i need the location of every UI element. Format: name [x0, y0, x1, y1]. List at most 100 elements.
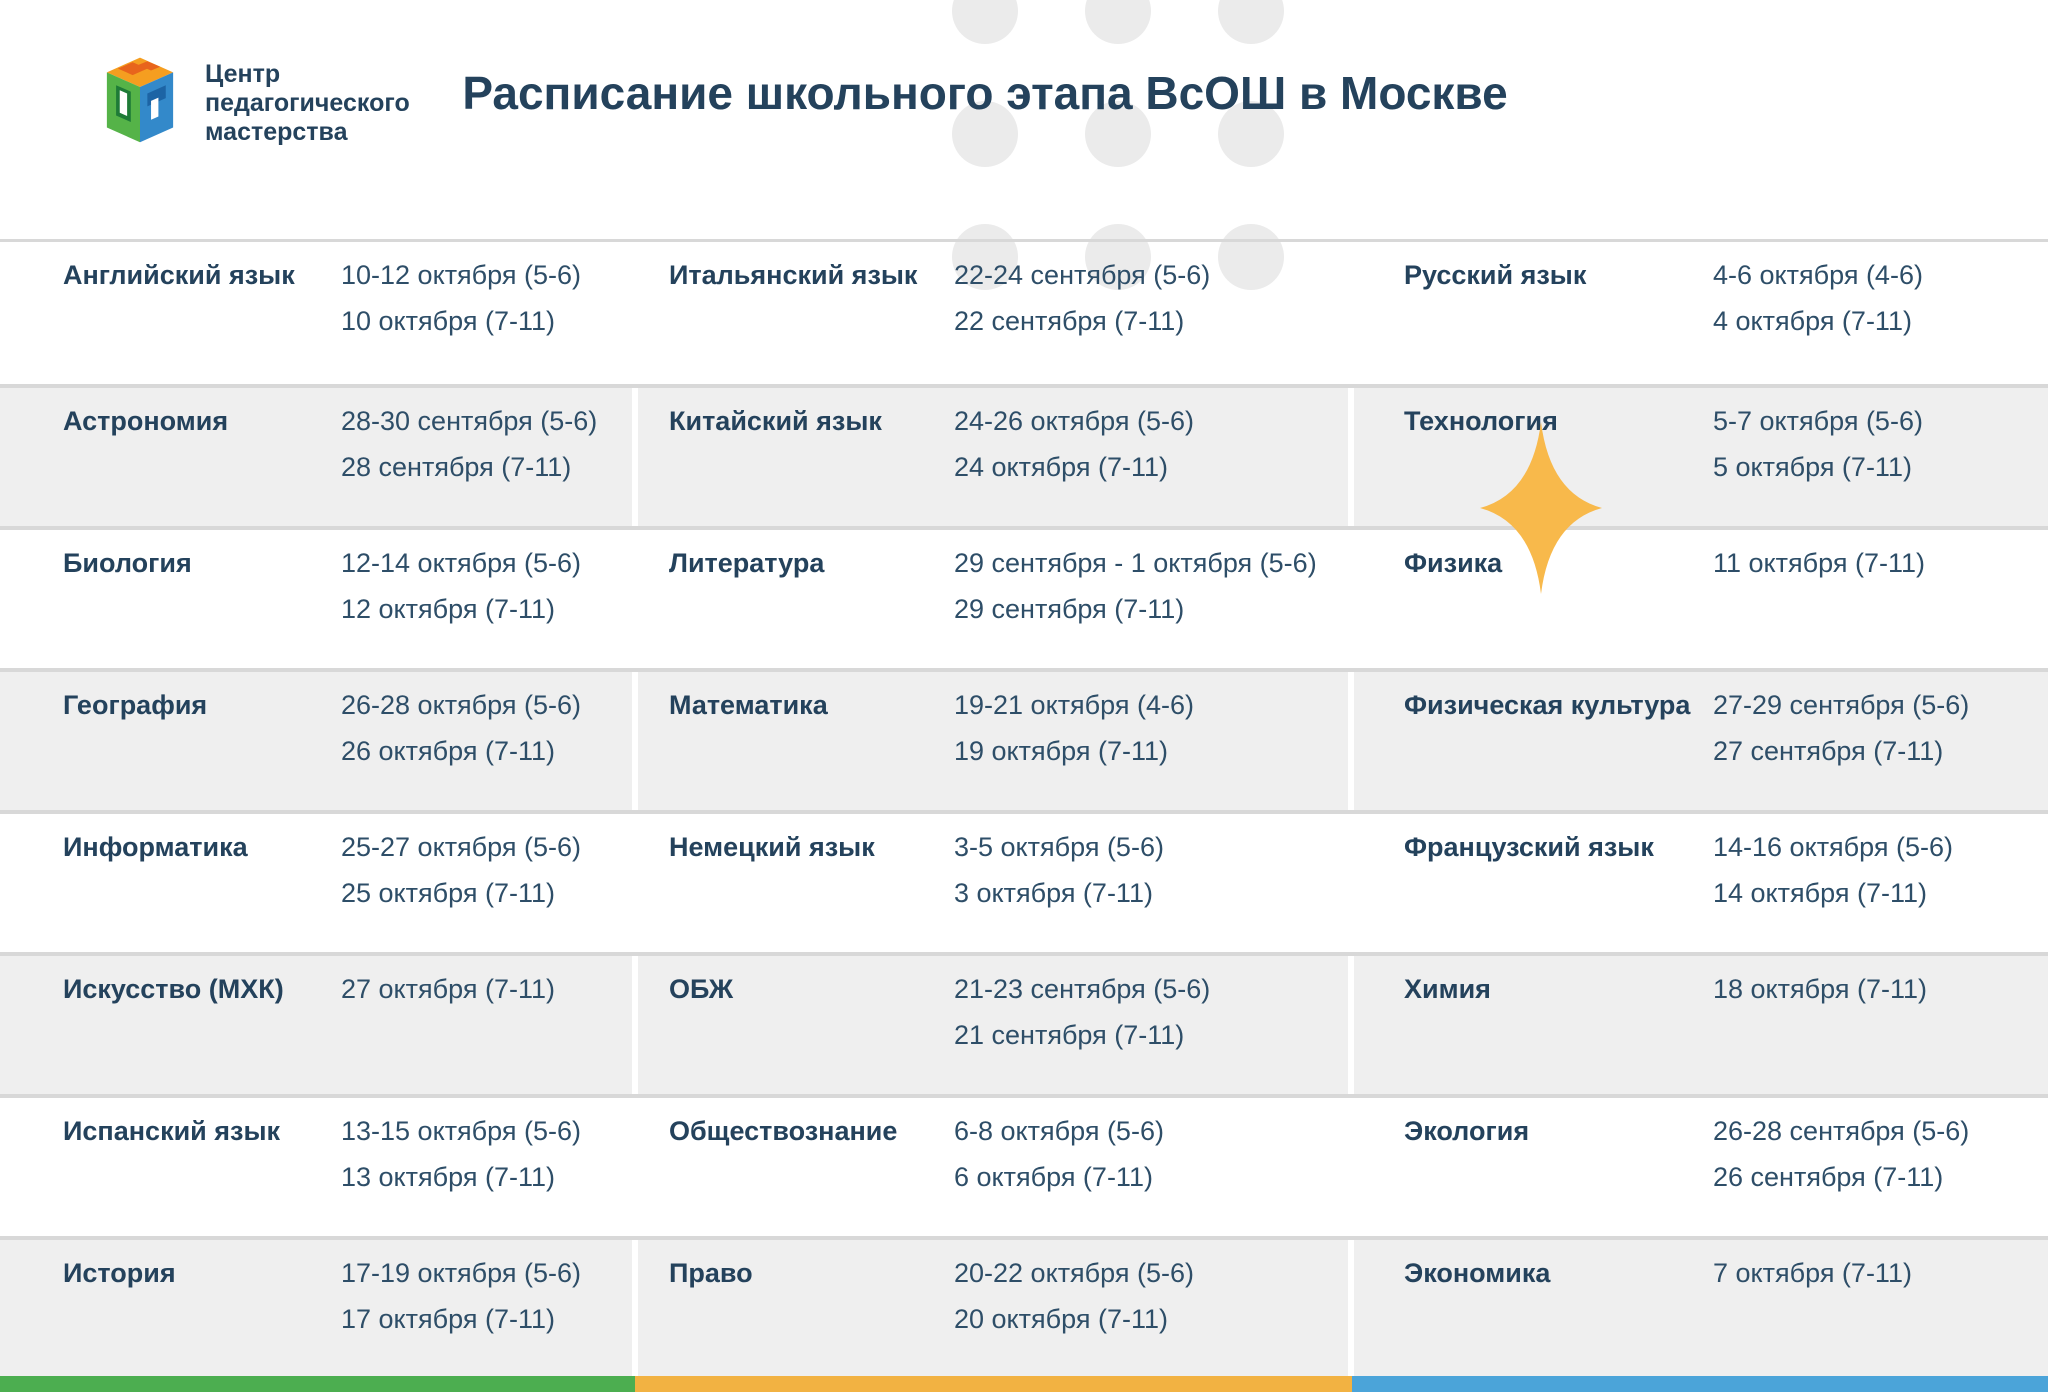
date-line: 10-12 октября (5-6) — [341, 260, 581, 290]
date-line: 13 октября (7-11) — [341, 1162, 555, 1192]
date-line: 26 октября (7-11) — [341, 736, 555, 766]
subject-label: История — [63, 1258, 176, 1288]
schedule-cell: Биология 12-14 октября (5-6) 12 октября (7… — [0, 530, 632, 668]
schedule-cell: Физика 11 октября (7-11) — [1354, 530, 2048, 668]
subject-label: География — [63, 690, 208, 720]
subject-dates: 21-23 сентября (5-6) 21 сентября (7-11) — [954, 966, 1210, 1058]
subject-dates: 3-5 октября (5-6) 3 октября (7-11) — [954, 824, 1164, 916]
schedule-row: Астрономия 28-30 сентября (5-6) 28 сентябр… — [0, 384, 2048, 526]
date-line: 26-28 сентября (5-6) — [1713, 1116, 1970, 1146]
date-line: 13-15 октября (5-6) — [341, 1116, 581, 1146]
logo-text-line: мастерства — [205, 118, 348, 146]
date-line: 22-24 сентября (5-6) — [954, 260, 1211, 290]
subject-dates: 4-6 октября (4-6) 4 октября (7-11) — [1713, 252, 1923, 344]
subject-label: Французский язык — [1404, 832, 1654, 862]
subject-dates: 26-28 октября (5-6) 26 октября (7-11) — [341, 682, 581, 774]
subject-dates: 12-14 октября (5-6) 12 октября (7-11) — [341, 540, 581, 632]
schedule-cell: Английский язык 10-12 октября (5-6) 10 окт… — [0, 242, 632, 384]
schedule-row: Информатика 25-27 октября (5-6) 25 октября… — [0, 810, 2048, 952]
date-line: 5 октября (7-11) — [1713, 452, 1912, 482]
subject-dates: 11 октября (7-11) — [1713, 540, 1925, 586]
subject-dates: 28-30 сентября (5-6) 28 сентября (7-11) — [341, 398, 597, 490]
schedule-table: Английский язык 10-12 октября (5-6) 10 окт… — [0, 239, 2048, 1378]
subject-dates: 29 сентября - 1 октября (5-6) 29 сентября… — [954, 540, 1317, 632]
subject-label: Информатика — [63, 832, 248, 862]
date-line: 4 октября (7-11) — [1713, 306, 1912, 336]
subject-dates: 27 октября (7-11) — [341, 966, 555, 1012]
schedule-cell: Обществознание 6-8 октября (5-6) 6 октября… — [638, 1098, 1348, 1236]
subject-label: Экономика — [1404, 1258, 1551, 1288]
subject-label: Искусство (МХК) — [63, 974, 284, 1004]
subject-dates: 22-24 сентября (5-6) 22 сентября (7-11) — [954, 252, 1210, 344]
subject-label: Биология — [63, 548, 192, 578]
schedule-cell: Французский язык 14-16 октября (5-6) 14 ок… — [1354, 814, 2048, 952]
decorative-dot — [1218, 101, 1284, 167]
date-line: 27 октября (7-11) — [341, 974, 555, 1004]
logo-text: Центр педагогического мастерства — [205, 60, 410, 147]
subject-dates: 5-7 октября (5-6) 5 октября (7-11) — [1713, 398, 1923, 490]
subject-dates: 13-15 октября (5-6) 13 октября (7-11) — [341, 1108, 581, 1200]
subject-dates: 19-21 октября (4-6) 19 октября (7-11) — [954, 682, 1194, 774]
date-line: 28 сентября (7-11) — [341, 452, 572, 482]
date-line: 21 сентября (7-11) — [954, 1020, 1185, 1050]
subject-dates: 24-26 октября (5-6) 24 октября (7-11) — [954, 398, 1194, 490]
subject-label: Обществознание — [669, 1116, 898, 1146]
date-line: 26 сентября (7-11) — [1713, 1162, 1944, 1192]
date-line: 10 октября (7-11) — [341, 306, 555, 336]
schedule-cell: Экономика 7 октября (7-11) — [1354, 1240, 2048, 1378]
date-line: 17-19 октября (5-6) — [341, 1258, 581, 1288]
date-line: 28-30 сентября (5-6) — [341, 406, 598, 436]
date-line: 20-22 октября (5-6) — [954, 1258, 1194, 1288]
date-line: 5-7 октября (5-6) — [1713, 406, 1923, 436]
footer-bar-green — [0, 1376, 635, 1392]
subject-label: Астрономия — [63, 406, 229, 436]
decorative-dot — [952, 224, 1018, 290]
date-line: 3 октября (7-11) — [954, 878, 1153, 908]
cpm-logo-icon — [106, 57, 174, 143]
schedule-cell: История 17-19 октября (5-6) 17 октября (7-… — [0, 1240, 632, 1378]
subject-dates: 27-29 сентября (5-6) 27 сентября (7-11) — [1713, 682, 1969, 774]
subject-label: Математика — [669, 690, 828, 720]
date-line: 22 сентября (7-11) — [954, 306, 1185, 336]
date-line: 25 октября (7-11) — [341, 878, 555, 908]
subject-dates: 14-16 октября (5-6) 14 октября (7-11) — [1713, 824, 1953, 916]
footer-accent-bars — [0, 1376, 2048, 1392]
schedule-cell: Астрономия 28-30 сентября (5-6) 28 сентябр… — [0, 388, 632, 526]
decorative-dot — [1085, 101, 1151, 167]
schedule-cell: Немецкий язык 3-5 октября (5-6) 3 октября … — [638, 814, 1348, 952]
date-line: 18 октября (7-11) — [1713, 974, 1927, 1004]
date-line: 29 сентября (7-11) — [954, 594, 1185, 624]
decorative-dot — [952, 0, 1018, 44]
date-line: 6-8 октября (5-6) — [954, 1116, 1164, 1146]
decorative-dot — [1218, 224, 1284, 290]
subject-dates: 6-8 октября (5-6) 6 октября (7-11) — [954, 1108, 1164, 1200]
subject-label: Экология — [1404, 1116, 1530, 1146]
date-line: 7 октября (7-11) — [1713, 1258, 1912, 1288]
subject-label: Русский язык — [1404, 260, 1587, 290]
date-line: 6 октября (7-11) — [954, 1162, 1153, 1192]
schedule-cell: География 26-28 октября (5-6) 26 октября (… — [0, 672, 632, 810]
schedule-cell: Русский язык 4-6 октября (4-6) 4 октября (… — [1354, 242, 2048, 384]
logo-text-line: Центр — [205, 60, 281, 88]
subject-dates: 20-22 октября (5-6) 20 октября (7-11) — [954, 1250, 1194, 1342]
subject-dates: 17-19 октября (5-6) 17 октября (7-11) — [341, 1250, 581, 1342]
schedule-cell: Китайский язык 24-26 октября (5-6) 24 октя… — [638, 388, 1348, 526]
date-line: 25-27 октября (5-6) — [341, 832, 581, 862]
date-line: 14 октября (7-11) — [1713, 878, 1927, 908]
date-line: 27-29 сентября (5-6) — [1713, 690, 1970, 720]
subject-label: Испанский язык — [63, 1116, 281, 1146]
sparkle-star-icon — [1480, 422, 1602, 594]
subject-label: Немецкий язык — [669, 832, 875, 862]
date-line: 20 октября (7-11) — [954, 1304, 1168, 1334]
date-line: 19-21 октября (4-6) — [954, 690, 1194, 720]
schedule-row: История 17-19 октября (5-6) 17 октября (7-… — [0, 1236, 2048, 1378]
date-line: 14-16 октября (5-6) — [1713, 832, 1953, 862]
date-line: 12 октября (7-11) — [341, 594, 555, 624]
date-line: 17 октября (7-11) — [341, 1304, 555, 1334]
decorative-dot — [1085, 224, 1151, 290]
date-line: 12-14 октября (5-6) — [341, 548, 581, 578]
subject-dates: 18 октября (7-11) — [1713, 966, 1927, 1012]
schedule-cell: Технология 5-7 октября (5-6) 5 октября (7-… — [1354, 388, 2048, 526]
date-line: 24 октября (7-11) — [954, 452, 1168, 482]
subject-dates: 10-12 октября (5-6) 10 октября (7-11) — [341, 252, 581, 344]
